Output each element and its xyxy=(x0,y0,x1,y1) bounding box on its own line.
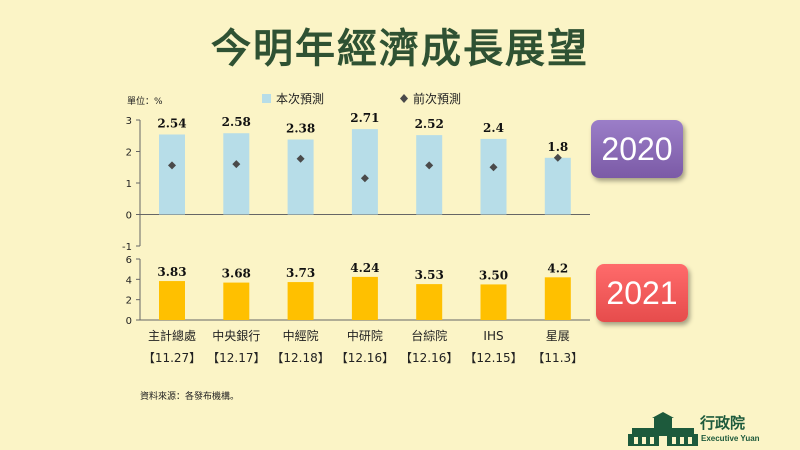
data-label-2021: 4.2 xyxy=(547,261,568,275)
tick-label-2020: 3 xyxy=(126,116,132,127)
data-label-2021: 3.83 xyxy=(157,265,186,279)
year-badge-2021: 2021 xyxy=(596,264,688,322)
category-date: 【12.16】 xyxy=(400,351,458,365)
legend-marker-previous xyxy=(400,94,408,103)
data-label-2020: 2.38 xyxy=(286,122,315,136)
tick-label-2021: 6 xyxy=(126,255,132,266)
tick-label-2021: 4 xyxy=(126,275,132,286)
logo-name: 行政院 xyxy=(700,414,746,432)
logo-subtitle: Executive Yuan xyxy=(701,434,760,443)
tick-label-2020: 1 xyxy=(126,179,132,190)
previous-forecast-marker xyxy=(425,161,434,170)
year-badge-2020: 2020 xyxy=(591,120,683,178)
data-label-2021: 3.68 xyxy=(222,267,251,281)
bar-2021 xyxy=(287,282,314,320)
bar-2021 xyxy=(351,276,378,320)
bar-2021 xyxy=(159,281,185,320)
bar-2020 xyxy=(159,134,185,215)
category-date: 【12.15】 xyxy=(464,351,522,365)
data-label-2020: 2.71 xyxy=(350,111,379,125)
source-note: 資料來源：各發布機構。 xyxy=(140,392,240,402)
category-date: 【12.18】 xyxy=(271,351,329,365)
bar-2020 xyxy=(223,133,250,215)
data-label-2020: 2.54 xyxy=(157,116,186,130)
bar-2021 xyxy=(223,282,250,320)
category-label: IHS xyxy=(483,329,503,343)
bar-2020 xyxy=(544,157,571,215)
category-label: 主計總處 xyxy=(148,328,196,343)
data-label-2020: 2.58 xyxy=(222,115,251,129)
previous-forecast-marker xyxy=(296,154,305,163)
bar-2020 xyxy=(287,139,314,215)
previous-forecast-marker xyxy=(360,174,369,183)
data-label-2021: 3.73 xyxy=(286,266,315,280)
category-label: 中研院 xyxy=(347,328,383,343)
legend-label-current: 本次預測 xyxy=(276,92,324,106)
bar-2020 xyxy=(480,138,507,215)
data-label-2020: 2.52 xyxy=(415,117,444,131)
data-label-2021: 4.24 xyxy=(350,261,379,275)
tick-label-2020: 2 xyxy=(126,148,132,159)
category-label: 星展 xyxy=(546,329,570,343)
category-date: 【11.27】 xyxy=(143,351,201,365)
data-label-2021: 3.53 xyxy=(415,268,444,282)
bar-2021 xyxy=(544,277,571,320)
previous-forecast-marker xyxy=(168,161,176,170)
category-date: 【12.16】 xyxy=(336,351,394,365)
previous-forecast-marker xyxy=(489,163,498,172)
tick-label-2021: 0 xyxy=(126,316,132,327)
data-label-2020: 1.8 xyxy=(547,140,568,154)
bar-2021 xyxy=(416,284,443,320)
category-label: 台綜院 xyxy=(411,328,447,343)
category-label: 中央銀行 xyxy=(212,328,260,343)
bar-2021 xyxy=(480,284,507,320)
data-label-2020: 2.4 xyxy=(483,121,504,135)
bar-2020 xyxy=(351,129,378,215)
executive-yuan-building-logo xyxy=(628,412,698,446)
legend-label-previous: 前次預測 xyxy=(413,91,461,106)
page-title: 今明年經濟成長展望 xyxy=(211,25,589,72)
bar-2020 xyxy=(416,135,443,215)
previous-forecast-marker xyxy=(553,153,562,162)
category-date: 【12.17】 xyxy=(207,351,265,365)
unit-label: 單位：% xyxy=(127,95,163,107)
category-label: 中經院 xyxy=(283,328,319,343)
legend-swatch-current xyxy=(262,94,271,103)
previous-forecast-marker xyxy=(232,160,241,169)
tick-label-2021: 2 xyxy=(126,296,132,307)
tick-label-2020: -1 xyxy=(122,242,132,253)
tick-label-2020: 0 xyxy=(126,211,132,222)
data-label-2021: 3.50 xyxy=(479,268,508,282)
category-date: 【11.3】 xyxy=(532,351,583,365)
